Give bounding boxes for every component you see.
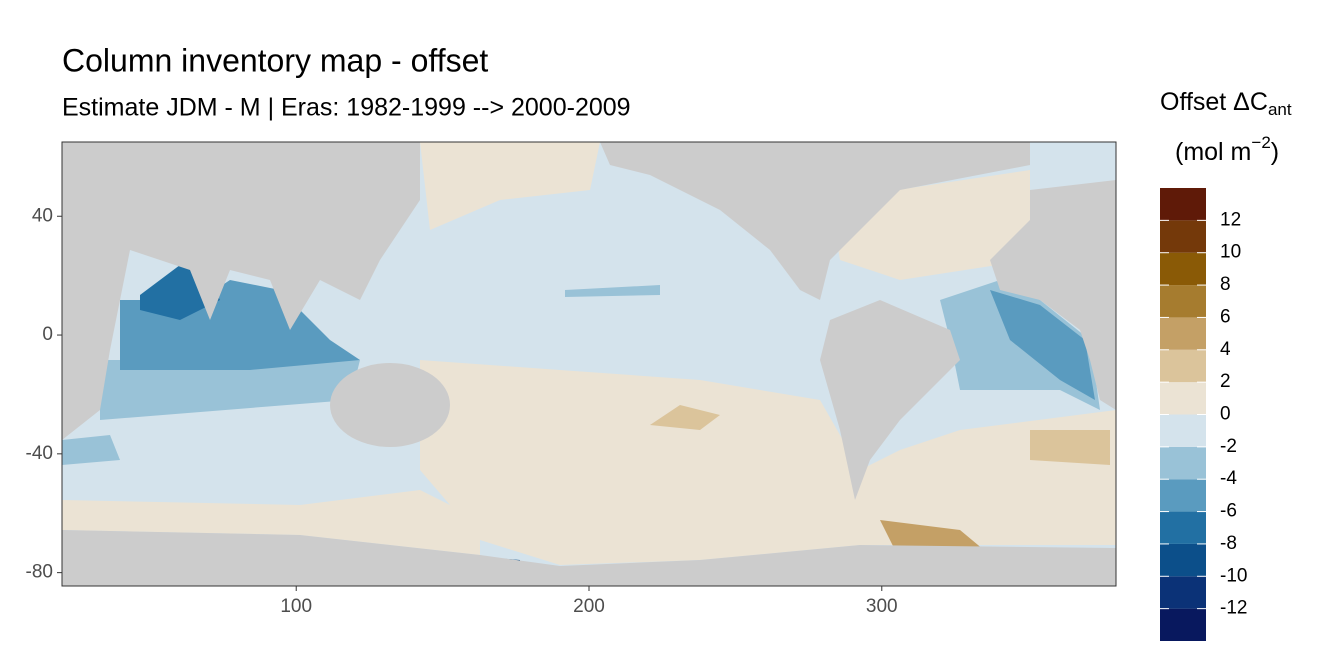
legend-unit: (mol m−2): [1175, 133, 1279, 165]
y-tick-label: -80: [26, 562, 53, 583]
legend-label: 6: [1220, 306, 1231, 327]
legend-swatch: [1160, 317, 1206, 350]
legend-label: -6: [1220, 501, 1237, 522]
legend-swatch: [1160, 220, 1206, 253]
legend-swatch: [1160, 349, 1206, 383]
legend-label: -12: [1220, 598, 1247, 619]
land: [62, 142, 420, 440]
legend-unit-sup: −2: [1251, 133, 1270, 152]
legend-title-text: Offset ΔC: [1160, 88, 1268, 116]
legend-swatch: [1160, 576, 1206, 609]
y-tick-label: 0: [42, 324, 53, 345]
legend-swatch: [1160, 414, 1206, 447]
x-tick-label: 100: [280, 596, 312, 617]
legend-swatch: [1160, 382, 1206, 415]
legend-label: 12: [1220, 209, 1241, 230]
legend-label: 10: [1220, 242, 1241, 263]
legend: Offset ΔCant (mol m−2): [1160, 88, 1292, 166]
legend-title-sub: ant: [1268, 100, 1292, 119]
legend-label: -4: [1220, 468, 1237, 489]
y-tick-label: 40: [32, 205, 53, 226]
chart-title: Column inventory map - offset: [62, 42, 488, 78]
legend-swatch: [1160, 188, 1206, 221]
x-tick-label: 300: [866, 596, 898, 617]
ocean-region: [420, 142, 600, 230]
land: [62, 530, 1116, 586]
land: [990, 180, 1116, 410]
ocean-region: [62, 435, 120, 465]
land: [820, 300, 960, 500]
legend-label: 2: [1220, 371, 1231, 392]
ocean-region: [100, 360, 360, 420]
legend-swatch: [1160, 511, 1206, 544]
legend-label: 0: [1220, 404, 1231, 425]
ocean-region: [420, 360, 1116, 565]
legend-swatch: [1160, 285, 1206, 318]
ocean-region: [565, 285, 660, 297]
legend-label: 8: [1220, 274, 1231, 295]
legend-swatch: [1160, 252, 1206, 286]
legend-label: 4: [1220, 339, 1231, 360]
chart-subtitle: Estimate JDM - M | Eras: 1982-1999 --> 2…: [62, 94, 631, 122]
legend-swatch: [1160, 543, 1206, 577]
ocean-region: [1030, 430, 1110, 465]
ocean-region: [62, 490, 480, 555]
legend-label: -8: [1220, 533, 1237, 554]
y-tick-label: -40: [26, 443, 53, 464]
legend-unit-end: ): [1271, 138, 1279, 166]
legend-swatch: [1160, 479, 1206, 512]
land: [330, 363, 450, 447]
land: [600, 142, 1030, 300]
legend-label: -10: [1220, 565, 1247, 586]
map: [61, 141, 1117, 587]
legend-title: Offset ΔCant: [1160, 88, 1292, 120]
legend-unit-text: (mol m: [1175, 138, 1251, 166]
x-tick-label: 200: [573, 596, 605, 617]
legend-swatch: [1160, 446, 1206, 480]
legend-label: -2: [1220, 436, 1237, 457]
ocean-region: [990, 290, 1095, 400]
ocean-region: [650, 405, 720, 430]
legend-swatch: [1160, 608, 1206, 641]
